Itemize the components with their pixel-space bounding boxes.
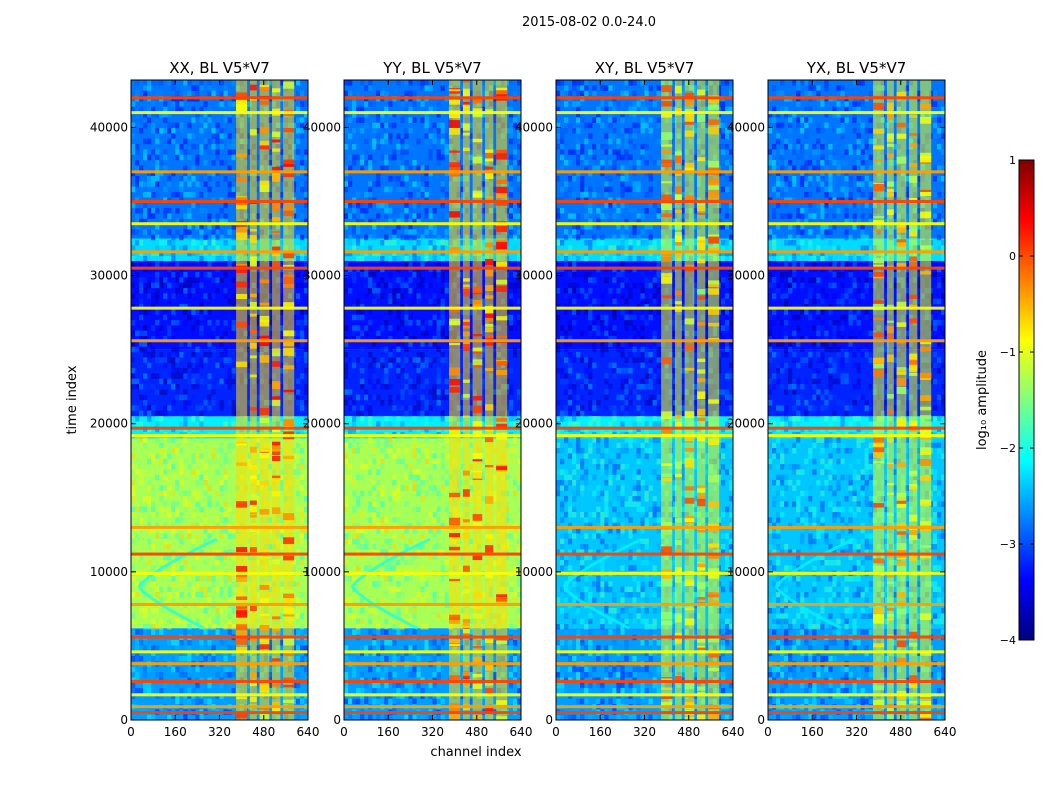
colorbar-tick-label: −4 xyxy=(1000,634,1016,647)
x-tick-label: 0 xyxy=(127,725,135,739)
y-tick-label: 10000 xyxy=(90,565,128,579)
colorbar-tick-label: 0 xyxy=(1009,250,1016,263)
x-tick-label: 480 xyxy=(465,725,488,739)
x-tick-label: 160 xyxy=(164,725,187,739)
panel-yy: YY, BL V5*V7 0 160 320 480 640 0 10000 20000 3000… xyxy=(303,59,533,739)
y-tick-label: 0 xyxy=(333,713,341,727)
x-tick-label: 320 xyxy=(208,725,231,739)
panel-title: YY, BL V5*V7 xyxy=(382,59,481,77)
x-tick-label: 640 xyxy=(722,725,745,739)
y-tick-label: 30000 xyxy=(727,269,765,283)
y-tick-label: 0 xyxy=(757,713,765,727)
y-tick-label: 30000 xyxy=(515,269,553,283)
y-axis-label: time index xyxy=(65,365,80,434)
x-tick-label: 480 xyxy=(677,725,700,739)
heatmap-image xyxy=(131,80,308,720)
x-tick-label: 160 xyxy=(377,725,400,739)
y-tick-label: 10000 xyxy=(727,565,765,579)
y-tick-label: 0 xyxy=(545,713,553,727)
y-tick-label: 30000 xyxy=(303,269,341,283)
colorbar-label: log₁₀ amplitude xyxy=(975,350,990,450)
panel-title: YX, BL V5*V7 xyxy=(806,59,907,77)
x-tick-label: 480 xyxy=(889,725,912,739)
colorbar-tick-label: −1 xyxy=(1000,346,1016,359)
y-tick-label: 40000 xyxy=(515,120,553,134)
y-tick-label: 20000 xyxy=(303,417,341,431)
x-tick-label: 320 xyxy=(421,725,444,739)
x-tick-label: 160 xyxy=(589,725,612,739)
colorbar-tick-label: −3 xyxy=(1000,538,1016,551)
colorbar: 1 0 −1 −2 −3 −4 log₁₀ amplitude xyxy=(975,154,1035,647)
x-tick-label: 640 xyxy=(510,725,533,739)
colorbar-tick-label: 1 xyxy=(1009,154,1016,167)
heatmap-image xyxy=(556,80,733,720)
x-tick-label: 0 xyxy=(340,725,348,739)
panel-xy: XY, BL V5*V7 0 160 320 480 640 0 10000 20000 3000… xyxy=(515,59,745,739)
y-tick-label: 40000 xyxy=(727,120,765,134)
x-tick-label: 480 xyxy=(252,725,275,739)
x-tick-label: 640 xyxy=(297,725,320,739)
panel-title: XX, BL V5*V7 xyxy=(169,59,270,77)
y-tick-label: 0 xyxy=(120,713,128,727)
heatmap-image xyxy=(344,80,521,720)
y-tick-label: 20000 xyxy=(727,417,765,431)
x-tick-label: 320 xyxy=(845,725,868,739)
colorbar-ticks: 1 0 −1 −2 −3 −4 xyxy=(1000,154,1034,647)
y-tick-label: 30000 xyxy=(90,269,128,283)
x-tick-label: 0 xyxy=(552,725,560,739)
y-tick-label: 10000 xyxy=(303,565,341,579)
colorbar-gradient xyxy=(1018,159,1035,641)
y-tick-label: 20000 xyxy=(90,417,128,431)
heatmap-image xyxy=(768,80,945,720)
y-tick-label: 40000 xyxy=(90,120,128,134)
x-tick-label: 320 xyxy=(633,725,656,739)
panel-xx: XX, BL V5*V7 0 160 320 480 640 0 10000 20000 3000… xyxy=(90,59,320,739)
figure-title: 2015-08-02 0.0-24.0 xyxy=(522,15,656,30)
x-axis-label: channel index xyxy=(430,745,521,760)
x-tick-label: 640 xyxy=(934,725,957,739)
x-tick-label: 0 xyxy=(764,725,772,739)
y-tick-label: 40000 xyxy=(303,120,341,134)
y-tick-label: 20000 xyxy=(515,417,553,431)
colorbar-tick-label: −2 xyxy=(1000,442,1016,455)
x-tick-label: 160 xyxy=(801,725,824,739)
panels: XX, BL V5*V7 0 160 320 480 640 0 10000 20000 3000… xyxy=(90,59,957,739)
y-tick-label: 10000 xyxy=(515,565,553,579)
panel-title: XY, BL V5*V7 xyxy=(595,59,695,77)
panel-yx: YX, BL V5*V7 0 160 320 480 640 0 10000 20000 3000… xyxy=(727,59,957,739)
